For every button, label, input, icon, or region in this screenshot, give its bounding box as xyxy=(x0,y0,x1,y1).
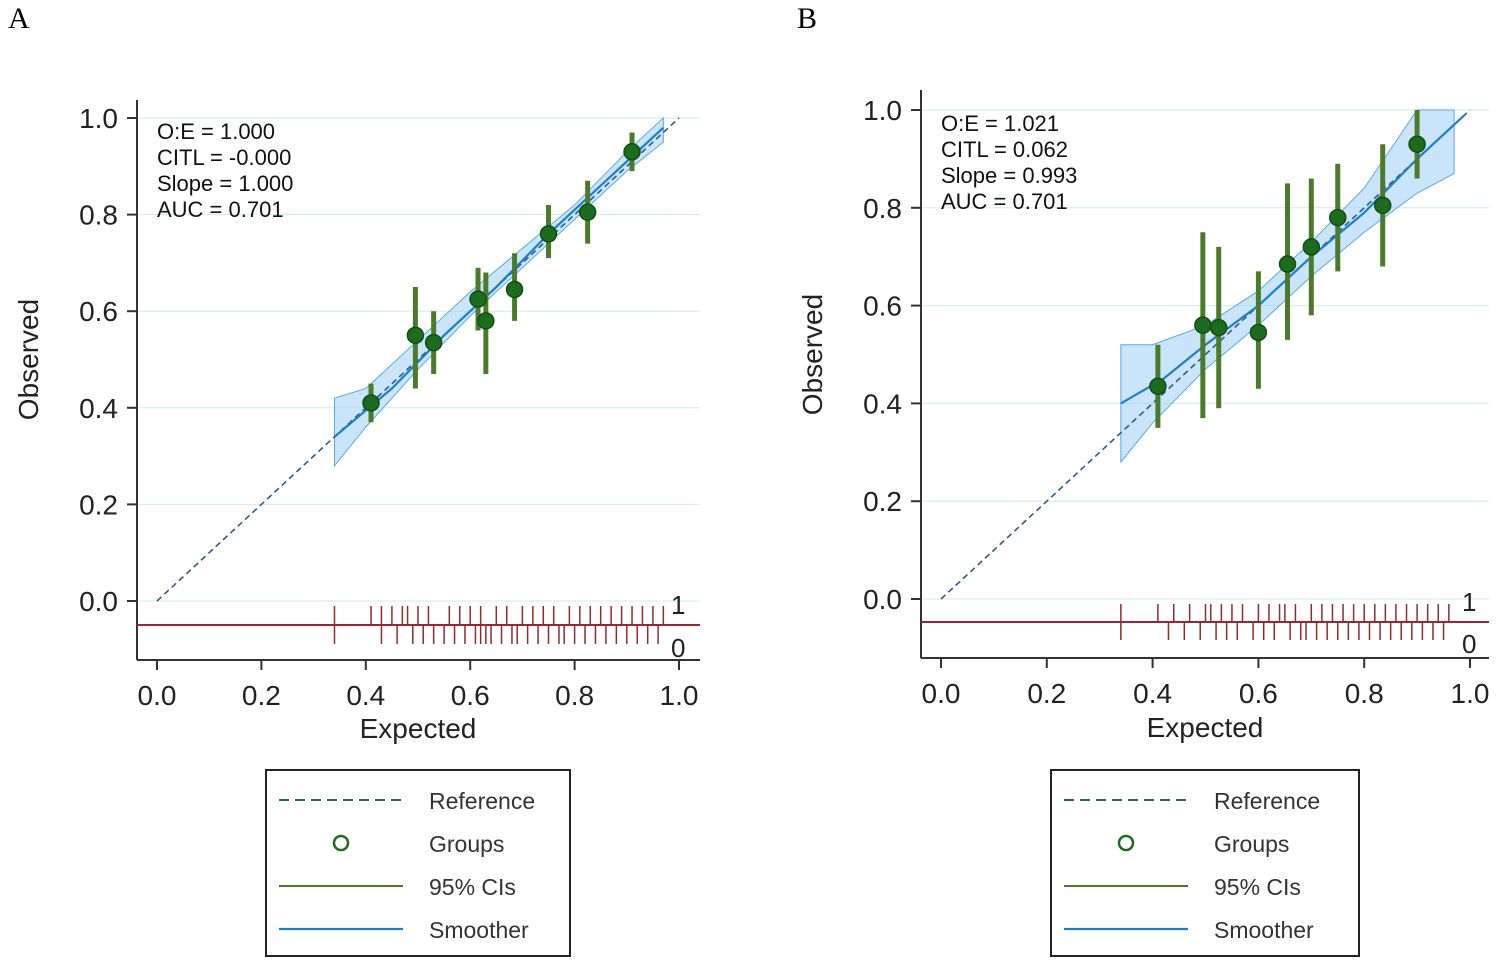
panel-b-rug-label-1: 1 xyxy=(1462,587,1476,617)
legend-b: Reference Groups 95% CIs Smoother xyxy=(1050,769,1360,957)
panel-b-y-axis-title: Observed xyxy=(797,294,828,415)
panel-letter-a: A xyxy=(8,2,30,35)
legend-a: Reference Groups 95% CIs Smoother xyxy=(265,769,571,957)
legend-label: 95% CIs xyxy=(1214,874,1301,900)
panel-a-x-tick-label: 0.6 xyxy=(451,680,490,711)
legend-label: Smoother xyxy=(1214,917,1314,943)
panel-a-y-tick-label: 1.0 xyxy=(79,103,118,134)
panel-a-smoother-band xyxy=(333,116,664,468)
legend-item: Reference xyxy=(1052,785,1358,815)
legend-label: Reference xyxy=(429,788,536,814)
panel-a-stat-text: Slope = 1.000 xyxy=(157,171,293,196)
panel-b-group-point xyxy=(1194,316,1212,334)
panel-b-x-tick-label: 1.0 xyxy=(1451,678,1490,709)
panel-a-stat-text: AUC = 0.701 xyxy=(157,197,284,222)
panel-a-y-tick-label: 0.0 xyxy=(79,586,118,617)
panel-b-group-point xyxy=(1373,196,1392,215)
panel-a-group-point xyxy=(623,143,641,161)
panel-b-rug-label-0: 0 xyxy=(1462,629,1476,659)
legend-label: Smoother xyxy=(429,917,529,943)
panel-a-group-point xyxy=(505,280,524,299)
panel-a-y-tick-label: 0.6 xyxy=(79,296,118,327)
panel-a-reference-line xyxy=(156,117,680,602)
panel-a-smoother-line xyxy=(333,126,665,438)
panel-a-group-point xyxy=(424,333,443,352)
panel-a-x-tick-label: 0.8 xyxy=(555,680,594,711)
legend-swatch xyxy=(279,927,403,931)
panel-b-group-point xyxy=(1329,208,1347,227)
panel-a-y-axis-title: Observed xyxy=(13,299,44,420)
panel-a-y-tick-label: 0.2 xyxy=(79,489,118,520)
legend-item: Smoother xyxy=(267,914,569,944)
panel-b-group-point xyxy=(1249,323,1268,342)
panel-a-x-tick-label: 0.0 xyxy=(138,680,177,711)
panel-b-y-tick-label: 0.0 xyxy=(863,584,902,615)
panel-a-group-point xyxy=(477,312,495,330)
panel-a-x-tick-label: 0.2 xyxy=(242,680,281,711)
panel-b-group-point xyxy=(1408,135,1426,153)
legend-item: Groups xyxy=(267,828,569,858)
legend-item: 95% CIs xyxy=(1052,871,1358,901)
panel-b-group-point xyxy=(1209,318,1228,337)
panel-a-rug-label-0: 0 xyxy=(671,633,685,663)
panel-a-stat-text: O:E = 1.000 xyxy=(157,119,275,144)
panel-b-x-tick-label: 0.2 xyxy=(1027,678,1066,709)
panel-b-group-point xyxy=(1302,238,1321,256)
calibration-plot-b: 0.0 0.2 0.4 0.6 0.8 1.0 0.0 0.2 0.4 0.6 0.8 1.0 Expe… xyxy=(797,90,1490,743)
panel-b-x-tick-label: 0.4 xyxy=(1133,678,1172,709)
legend-swatch xyxy=(1064,885,1188,887)
panel-a-group-point xyxy=(539,225,558,243)
panel-a-y-tick-label: 0.8 xyxy=(79,200,118,231)
legend-groups-swatch xyxy=(1117,834,1135,852)
panel-b-x-tick-label: 0.0 xyxy=(922,678,961,709)
legend-label: Groups xyxy=(429,831,505,857)
legend-swatch xyxy=(1064,799,1188,801)
legend-label: 95% CIs xyxy=(429,874,516,900)
panel-a-group-point xyxy=(578,203,597,221)
panel-b-group-point xyxy=(1278,255,1297,273)
panel-a-group-point xyxy=(362,394,380,412)
panel-b-y-tick-label: 1.0 xyxy=(863,95,902,126)
legend-label: Groups xyxy=(1214,831,1290,857)
panel-a-group-point xyxy=(406,326,425,345)
panel-a-x-tick-label: 0.4 xyxy=(346,680,385,711)
panel-b-y-tick-label: 0.2 xyxy=(863,486,902,517)
panel-b-x-tick-label: 0.8 xyxy=(1345,678,1384,709)
legend-item: Reference xyxy=(267,785,569,815)
panel-b-y-tick-label: 0.6 xyxy=(863,291,902,322)
panel-b-x-axis-title: Expected xyxy=(1147,712,1264,743)
panel-letter-b: B xyxy=(797,2,818,35)
panel-b-stat-text: O:E = 1.021 xyxy=(941,111,1059,136)
legend-swatch xyxy=(332,834,350,852)
panel-a-y-tick-label: 0.4 xyxy=(79,393,118,424)
legend-swatch xyxy=(1117,834,1135,852)
panel-b-smoother-line xyxy=(1120,114,1466,405)
legend-item: 95% CIs xyxy=(267,871,569,901)
panel-b-stat-text: AUC = 0.701 xyxy=(941,189,1068,214)
legend-item: Smoother xyxy=(1052,914,1358,944)
panel-b-y-tick-label: 0.4 xyxy=(863,388,902,419)
panel-b-stat-text: CITL = 0.062 xyxy=(941,137,1068,162)
panel-b-x-tick-label: 0.6 xyxy=(1239,678,1278,709)
legend-swatch xyxy=(279,799,403,801)
legend-swatch xyxy=(279,885,403,887)
panel-b-group-point xyxy=(1149,377,1167,396)
panel-a-rug-label-1: 1 xyxy=(671,590,685,620)
panel-b-y-tick-label: 0.8 xyxy=(863,193,902,224)
legend-label: Reference xyxy=(1214,788,1321,814)
panel-a-group-point xyxy=(469,290,487,308)
panel-a-x-axis-title: Expected xyxy=(360,713,477,744)
legend-groups-swatch xyxy=(332,834,350,852)
legend-item: Groups xyxy=(1052,828,1358,858)
legend-swatch xyxy=(1064,927,1188,931)
calibration-plot-a: 0.0 0.2 0.4 0.6 0.8 1.0 0.0 0.2 0.4 0.6 0.8 1.0 Expe… xyxy=(13,100,700,744)
panel-a-x-tick-label: 1.0 xyxy=(660,680,699,711)
panel-a-stat-text: CITL = -0.000 xyxy=(157,145,291,170)
panel-b-stat-text: Slope = 0.993 xyxy=(941,163,1077,188)
